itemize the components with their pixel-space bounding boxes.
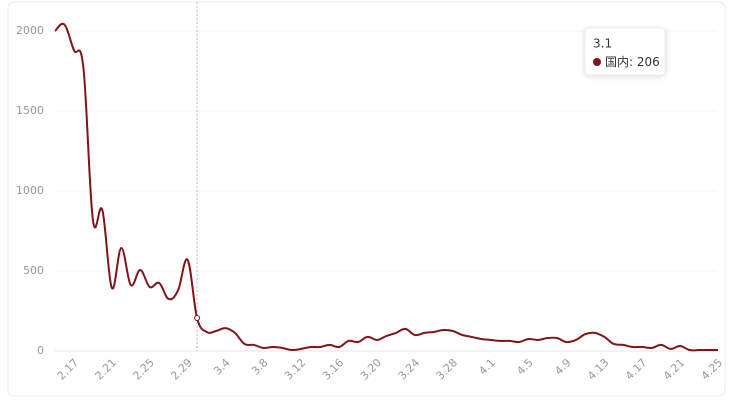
line [54, 22, 718, 352]
y-tick-label: 1000 [16, 184, 44, 197]
chart-frame [7, 1, 726, 397]
y-tick-label: 500 [23, 264, 44, 277]
tooltip-part: 206 [637, 55, 660, 69]
y-tick-label: 0 [37, 344, 44, 357]
hover-point [194, 315, 201, 322]
tooltip-title: 3.1 [593, 37, 612, 51]
tooltip: 3.1 国内: 206 [584, 27, 666, 76]
tooltip-part: 国内 [605, 55, 629, 69]
tooltip-box [584, 27, 666, 76]
y-tick-label: 2000 [16, 24, 44, 37]
tooltip-sep: : [629, 55, 637, 69]
y-tick-label: 1500 [16, 104, 44, 117]
tooltip-marker [593, 58, 601, 66]
tooltip-text: 国内: 206 [605, 55, 660, 69]
